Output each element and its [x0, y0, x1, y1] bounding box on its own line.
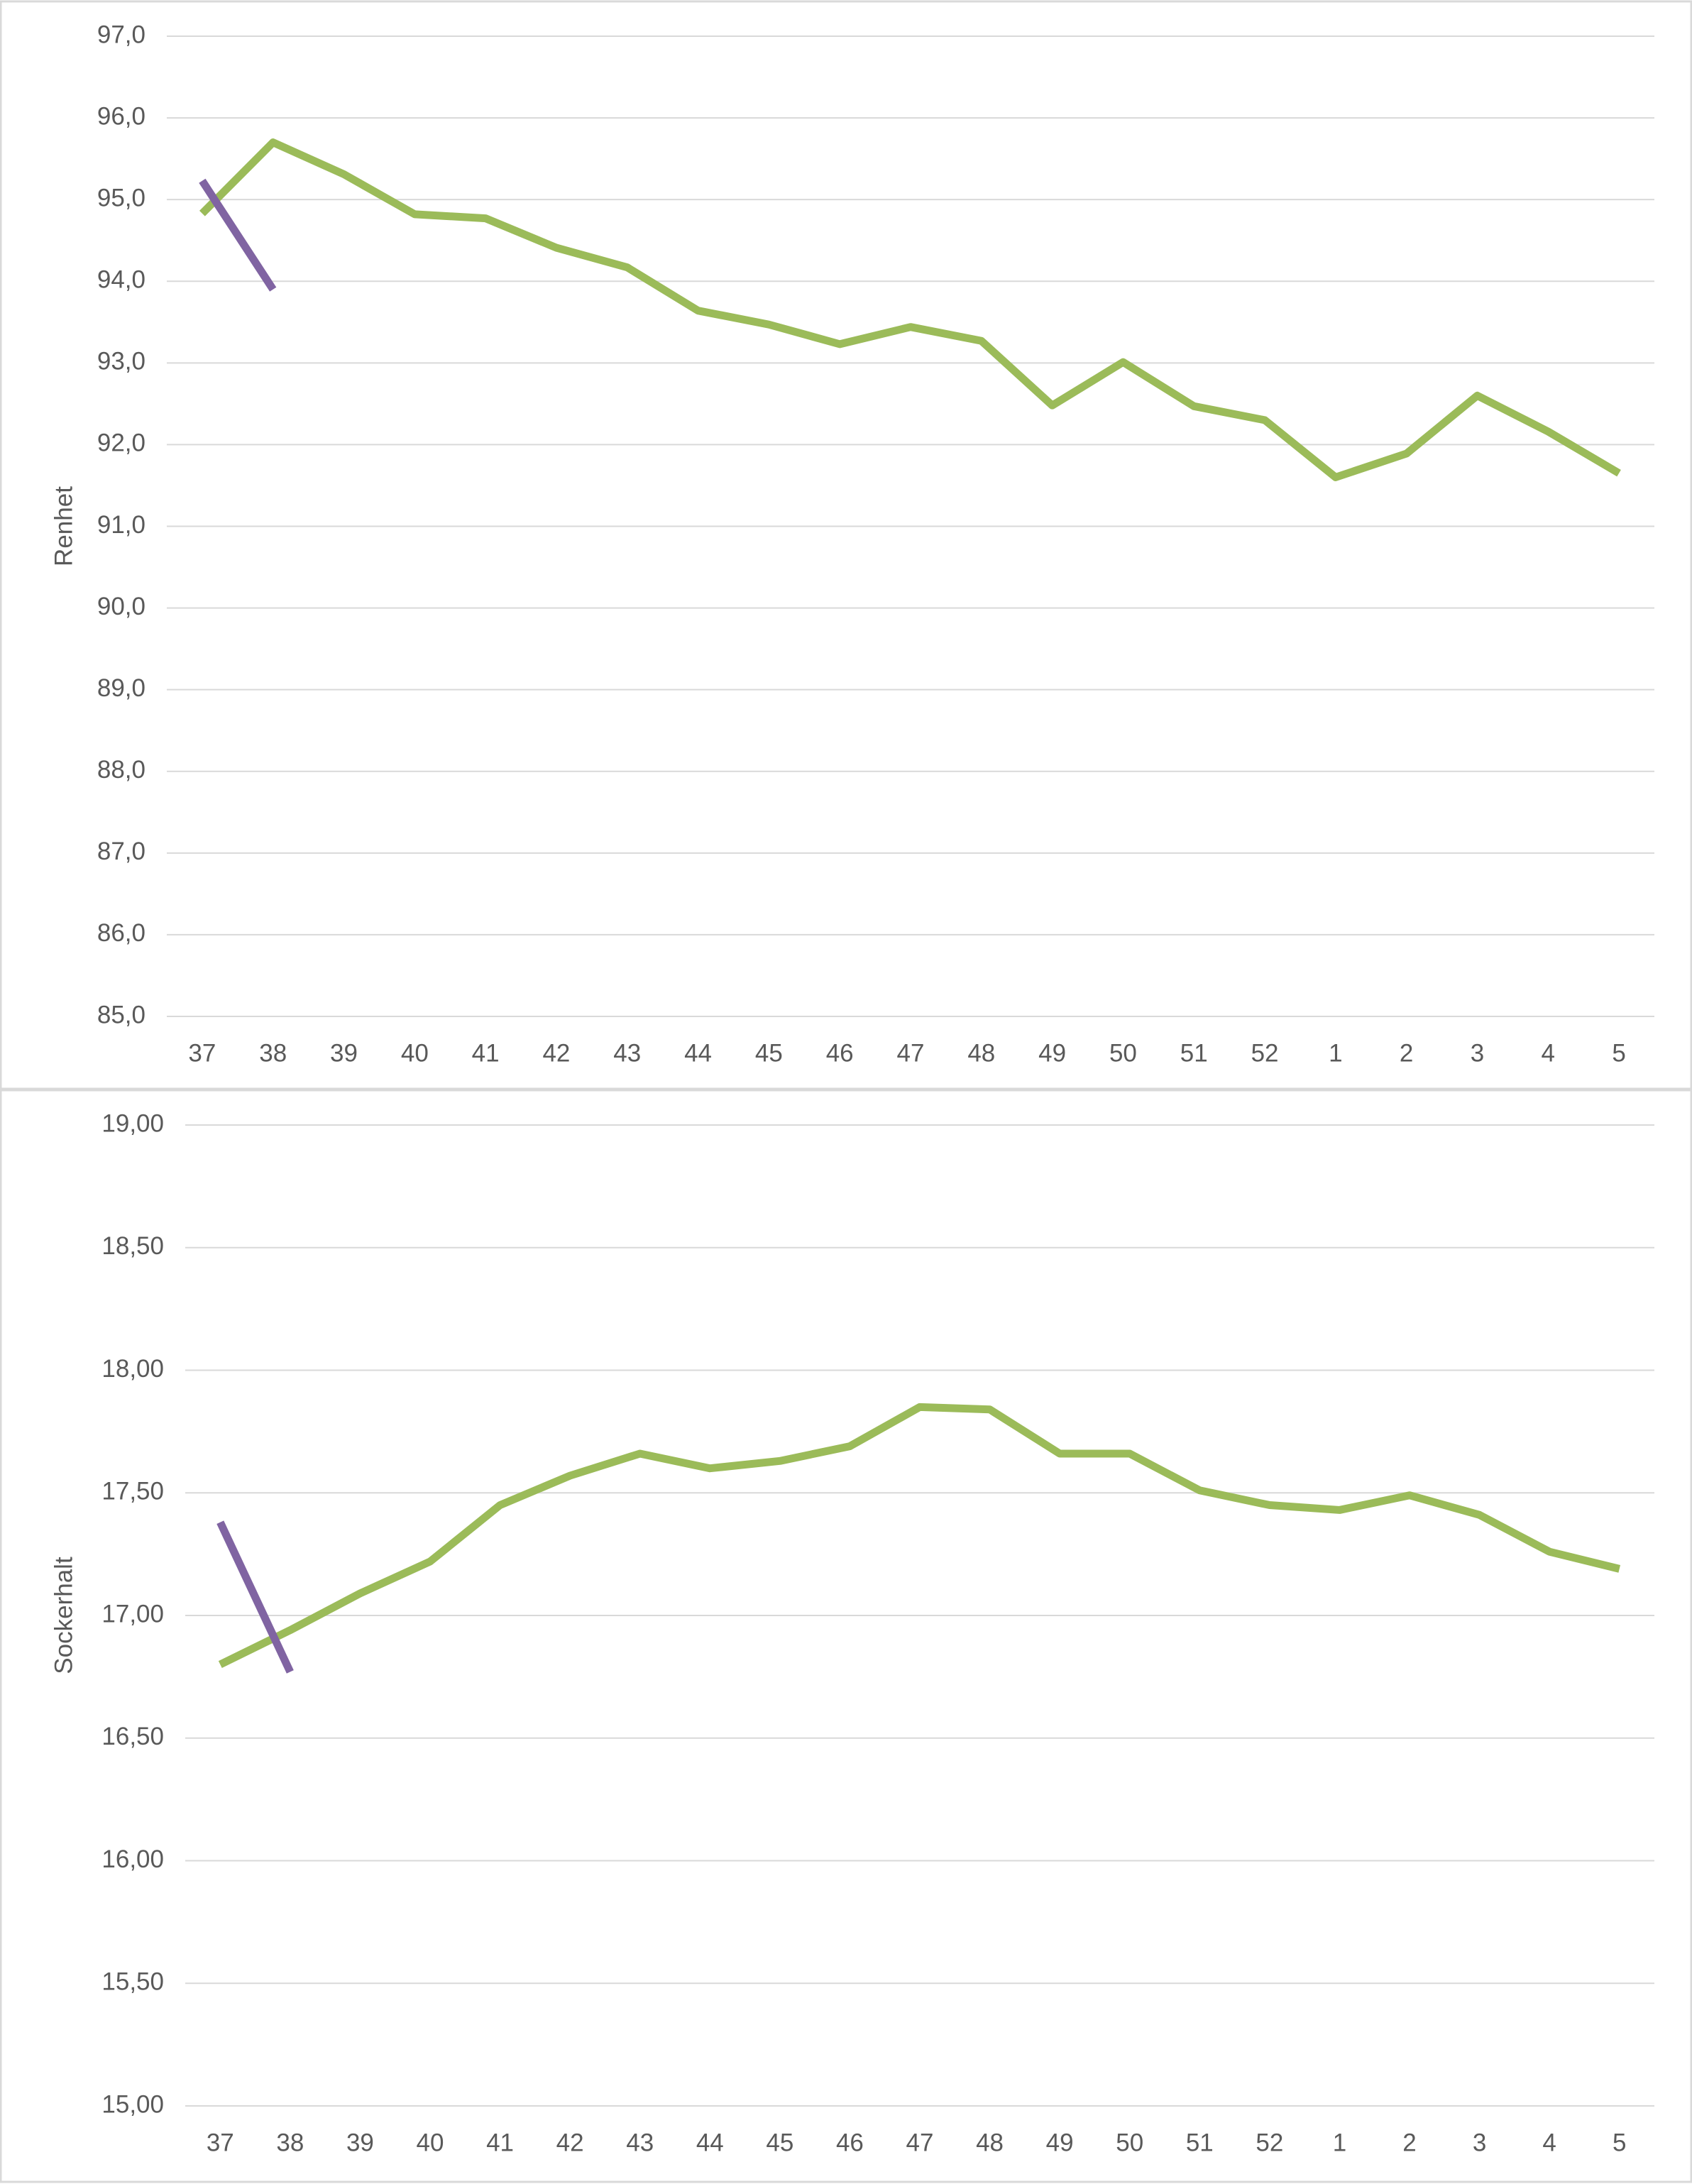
y-tick-label: 15,00	[101, 2090, 164, 2118]
x-tick-label: 46	[836, 2129, 864, 2156]
y-tick-label: 88,0	[97, 756, 145, 784]
y-tick-label: 19,00	[101, 1109, 164, 1137]
y-axis-label: Sockerhalt	[50, 1557, 77, 1674]
y-tick-label: 18,50	[101, 1232, 164, 1260]
y-tick-label: 89,0	[97, 674, 145, 702]
x-tick-label: 2	[1400, 1039, 1413, 1067]
y-tick-label: 91,0	[97, 511, 145, 539]
x-tick-label: 51	[1186, 2129, 1214, 2156]
y-tick-label: 90,0	[97, 593, 145, 620]
x-tick-label: 41	[472, 1039, 500, 1067]
chart-border	[0, 1089, 1692, 2183]
x-tick-label: 39	[346, 2129, 374, 2156]
x-tick-label: 51	[1180, 1039, 1208, 1067]
x-tick-label: 38	[276, 2129, 304, 2156]
chart-border	[0, 0, 1692, 1090]
x-tick-label: 39	[330, 1039, 358, 1067]
x-tick-label: 5	[1612, 1039, 1625, 1067]
y-tick-label: 86,0	[97, 919, 145, 947]
x-tick-label: 42	[556, 2129, 584, 2156]
x-tick-label: 52	[1256, 2129, 1283, 2156]
x-tick-label: 40	[401, 1039, 429, 1067]
y-tick-label: 92,0	[97, 429, 145, 457]
x-tick-label: 40	[417, 2129, 444, 2156]
x-tick-label: 49	[1038, 1039, 1066, 1067]
x-tick-label: 45	[755, 1039, 783, 1067]
x-tick-label: 49	[1046, 2129, 1074, 2156]
x-tick-label: 2	[1402, 2129, 1416, 2156]
data-line	[199, 138, 1621, 481]
x-tick-label: 42	[542, 1039, 570, 1067]
x-tick-label: 1	[1329, 1039, 1342, 1067]
y-tick-label: 87,0	[97, 838, 145, 865]
y-tick-label: 16,00	[101, 1845, 164, 1873]
y-tick-label: 93,0	[97, 348, 145, 375]
x-tick-label: 52	[1251, 1039, 1279, 1067]
x-tick-label: 41	[486, 2129, 514, 2156]
x-tick-label: 3	[1473, 2129, 1486, 2156]
x-tick-label: 47	[906, 2129, 934, 2156]
y-axis-label: Renhet	[50, 486, 77, 566]
x-tick-label: 50	[1109, 1039, 1137, 1067]
x-tick-label: 3	[1471, 1039, 1484, 1067]
x-tick-label: 44	[696, 2129, 724, 2156]
x-tick-label: 48	[967, 1039, 995, 1067]
y-tick-label: 85,0	[97, 1001, 145, 1028]
y-tick-label: 15,50	[101, 1968, 164, 1996]
y-tick-label: 17,00	[101, 1600, 164, 1628]
x-tick-label: 44	[684, 1039, 712, 1067]
x-tick-label: 47	[897, 1039, 925, 1067]
x-tick-label: 38	[259, 1039, 287, 1067]
y-tick-label: 94,0	[97, 266, 145, 294]
y-tick-label: 17,50	[101, 1478, 164, 1505]
y-tick-label: 96,0	[97, 102, 145, 130]
x-tick-label: 43	[626, 2129, 654, 2156]
x-tick-label: 4	[1542, 2129, 1556, 2156]
x-tick-label: 37	[207, 2129, 234, 2156]
x-tick-label: 46	[826, 1039, 854, 1067]
y-tick-label: 18,00	[101, 1355, 164, 1383]
data-line	[216, 1520, 294, 1674]
data-line	[199, 178, 277, 292]
x-tick-label: 48	[976, 2129, 1004, 2156]
x-tick-label: 37	[188, 1039, 216, 1067]
y-tick-label: 95,0	[97, 184, 145, 212]
x-tick-label: 4	[1542, 1039, 1555, 1067]
x-tick-label: 5	[1613, 2129, 1626, 2156]
y-tick-label: 97,0	[97, 21, 145, 48]
x-tick-label: 43	[613, 1039, 641, 1067]
data-line	[218, 1403, 1621, 1669]
x-tick-label: 45	[766, 2129, 793, 2156]
x-tick-label: 50	[1116, 2129, 1143, 2156]
x-tick-label: 1	[1333, 2129, 1346, 2156]
y-tick-label: 16,50	[101, 1723, 164, 1750]
